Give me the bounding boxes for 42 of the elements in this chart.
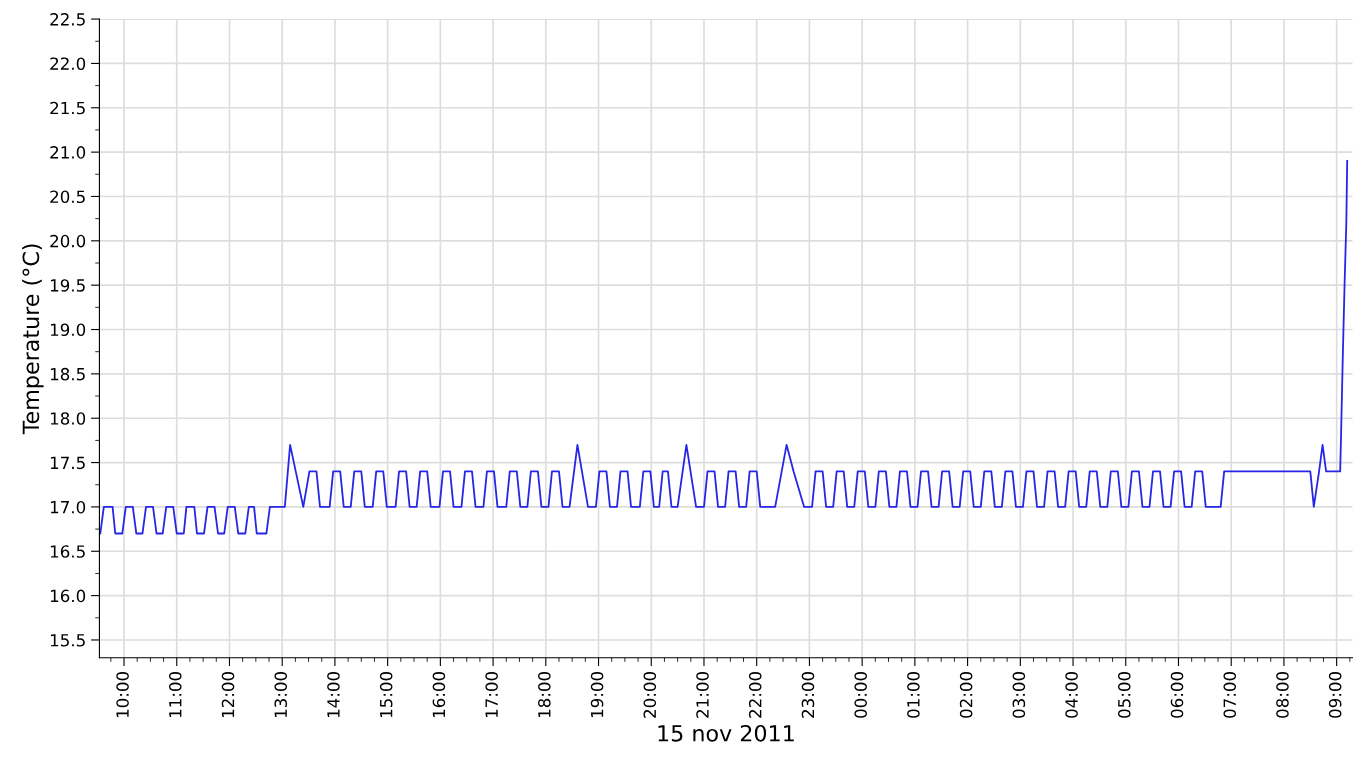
line-series: [99, 160, 1349, 535]
y-tick-label: 15.5: [50, 634, 85, 647]
y-tick-label: 16.0: [50, 589, 86, 603]
x-tick-label: 03:00: [1012, 672, 1026, 718]
x-tick-label: 19:00: [590, 672, 604, 718]
y-tick-label: 17.5: [50, 456, 85, 470]
x-tick-label: 20:00: [643, 672, 657, 718]
x-tick-label: 18:00: [538, 672, 551, 718]
y-tick-label: 19.5: [50, 279, 85, 292]
x-tick-label: 16:00: [432, 672, 446, 718]
x-tick-label: 06:00: [1170, 672, 1184, 718]
x-tick-label: 05:00: [1117, 672, 1131, 718]
y-tick-label: 20.0: [50, 234, 86, 248]
y-tick-label: 18.0: [50, 412, 86, 425]
x-tick-label: 11:00: [168, 672, 182, 718]
y-tick-label: 19.0: [50, 323, 86, 337]
x-tick-label: 07:00: [1223, 672, 1237, 718]
x-tick-label: 02:00: [959, 672, 973, 718]
y-tick-label: 17.0: [50, 500, 86, 514]
x-tick-label: 23:00: [801, 672, 815, 718]
x-tick-label: 10:00: [116, 672, 129, 718]
x-tick-label: 04:00: [1065, 672, 1078, 718]
y-tick-label: 22.0: [50, 57, 86, 70]
x-tick-label: 12:00: [221, 672, 235, 718]
y-axis-title: Temperature (°C): [22, 244, 44, 435]
x-tick-label: 01:00: [907, 672, 920, 718]
x-tick-label: 15:00: [379, 672, 393, 718]
y-tick-label: 21.0: [50, 146, 86, 159]
x-tick-label: 21:00: [696, 672, 709, 718]
y-tick-label: 21.5: [50, 101, 85, 115]
y-tick-label: 18.5: [50, 367, 85, 381]
y-tick-label: 22.5: [50, 13, 85, 26]
x-tick-label: 08:00: [1276, 672, 1289, 718]
x-tick-label: 22:00: [748, 672, 762, 718]
x-tick-label: 00:00: [854, 672, 867, 718]
x-axis-title: 15 nov 2011: [658, 724, 794, 742]
y-tick-label: 20.5: [50, 190, 85, 204]
y-tick-label: 16.5: [50, 545, 85, 558]
x-tick-label: 09:00: [1328, 672, 1342, 718]
x-tick-label: 14:00: [327, 672, 340, 718]
x-tick-label: 17:00: [485, 672, 498, 718]
x-tick-label: 13:00: [274, 672, 288, 718]
